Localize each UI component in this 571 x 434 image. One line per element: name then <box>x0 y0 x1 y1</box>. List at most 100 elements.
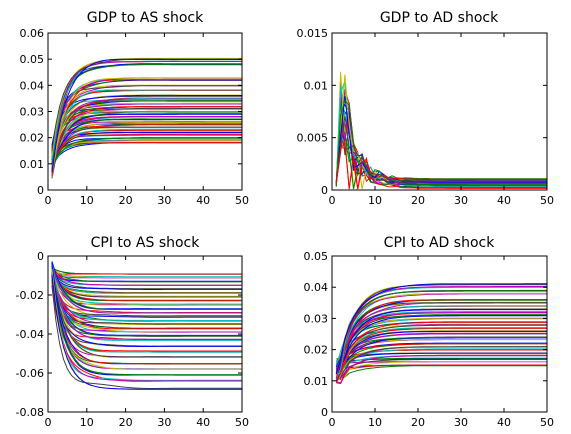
series-line <box>335 284 547 374</box>
series-line <box>51 263 242 353</box>
series-line <box>51 281 242 333</box>
plot-frame <box>331 32 548 191</box>
series-line <box>51 270 242 330</box>
series-line <box>51 285 242 389</box>
series-line <box>51 58 242 173</box>
series-line <box>335 290 547 374</box>
series-line <box>335 140 547 190</box>
series-line <box>51 267 242 301</box>
series-line <box>51 64 242 164</box>
x-tick-label: 30 <box>454 416 468 429</box>
y-tick-label: -0.04 <box>16 328 44 341</box>
series-line <box>335 333 547 375</box>
x-tick-label: 10 <box>368 194 382 207</box>
series-line <box>335 330 547 376</box>
series-line <box>51 263 242 306</box>
panel-gdp-ad: GDP to AD shock 0 10 20 30 40 50 0 0.005 0.01 0.0… <box>297 10 555 207</box>
series-line <box>335 292 547 369</box>
series-line <box>336 361 547 380</box>
series-line <box>51 142 242 157</box>
series-group <box>51 57 242 179</box>
panel-title: CPI to AD shock <box>384 235 496 251</box>
x-tick-label: 20 <box>119 416 133 429</box>
series-line <box>336 352 547 369</box>
series-line <box>51 118 242 152</box>
x-tick-label: 50 <box>235 194 249 207</box>
x-tick-label: 50 <box>235 416 249 429</box>
series-line <box>51 279 242 317</box>
y-tick-label: 0.06 <box>20 27 45 40</box>
y-tick-label: 0 <box>321 184 328 197</box>
x-tick-label: 0 <box>45 194 52 207</box>
tick-group: 0 10 20 30 40 50 0 0.01 0.02 0.03 0.04 0.05 0.06 <box>20 27 250 207</box>
series-line <box>51 268 242 317</box>
x-tick-label: 40 <box>196 416 210 429</box>
plot-frame <box>331 255 548 413</box>
series-line <box>51 271 242 337</box>
series-line <box>336 336 547 368</box>
y-tick-label: -0.06 <box>16 367 44 380</box>
series-line <box>335 364 547 381</box>
x-tick-label: 20 <box>411 194 425 207</box>
y-tick-label: 0 <box>37 184 44 197</box>
series-line <box>335 327 547 377</box>
y-tick-label: 0.01 <box>20 158 45 171</box>
series-line <box>51 272 242 298</box>
series-line <box>51 140 242 163</box>
series-line <box>335 321 547 382</box>
series-line <box>335 312 547 370</box>
series-line <box>51 269 242 286</box>
series-line <box>51 97 242 160</box>
series-line <box>51 137 242 168</box>
series-line <box>51 121 242 164</box>
series-line <box>51 95 242 157</box>
series-line <box>51 272 242 365</box>
series-line <box>51 107 242 156</box>
series-line <box>336 355 547 384</box>
y-tick-label: -0.08 <box>16 406 44 419</box>
series-line <box>335 309 547 381</box>
panel-cpi-as: CPI to AS shock 0 10 20 30 40 50 -0.08 -0.06 -0.… <box>16 235 249 429</box>
y-tick-label: 0.015 <box>297 27 329 40</box>
x-tick-label: 10 <box>80 416 94 429</box>
series-line <box>51 98 242 165</box>
series-line <box>51 265 242 310</box>
series-line <box>51 109 242 173</box>
panel-title: GDP to AS shock <box>87 10 204 26</box>
x-tick-label: 30 <box>157 416 171 429</box>
x-tick-label: 0 <box>329 416 336 429</box>
series-line <box>51 106 242 165</box>
series-line <box>336 324 547 374</box>
y-tick-label: 0.01 <box>304 79 329 92</box>
series-line <box>51 270 242 290</box>
y-tick-label: 0.04 <box>304 281 329 294</box>
series-line <box>51 268 242 283</box>
y-tick-label: 0.03 <box>20 106 45 119</box>
x-tick-label: 50 <box>540 416 554 429</box>
x-tick-label: 20 <box>119 194 133 207</box>
series-line <box>51 285 242 370</box>
series-line <box>51 139 242 170</box>
series-line <box>335 327 547 383</box>
x-tick-label: 0 <box>329 194 336 207</box>
y-tick-label: 0.05 <box>304 250 329 263</box>
y-tick-label: 0.005 <box>297 132 329 145</box>
panel-title: GDP to AD shock <box>380 10 499 26</box>
series-line <box>335 299 547 384</box>
series-line <box>51 276 242 347</box>
series-line <box>51 274 242 390</box>
panel-gdp-as: GDP to AS shock 0 10 20 30 40 50 0 0.01 0.02 0.03… <box>20 10 250 207</box>
plot-frame <box>47 255 243 413</box>
series-line <box>51 79 242 171</box>
series-line <box>51 129 242 169</box>
y-tick-label: -0.02 <box>16 289 44 302</box>
series-line <box>51 124 242 152</box>
series-line <box>51 277 242 318</box>
series-line <box>51 128 242 163</box>
series-line <box>51 57 242 156</box>
series-line <box>51 132 242 155</box>
x-tick-label: 0 <box>45 416 52 429</box>
x-tick-label: 50 <box>540 194 554 207</box>
series-line <box>51 271 242 321</box>
y-tick-label: 0.03 <box>304 312 329 325</box>
